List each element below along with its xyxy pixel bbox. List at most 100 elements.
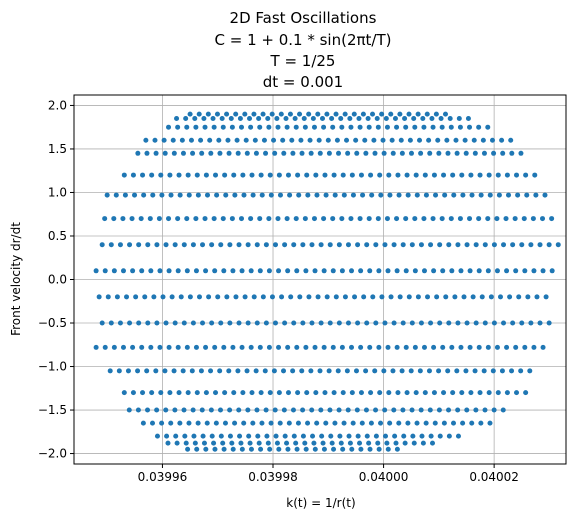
data-point <box>329 440 335 446</box>
data-point <box>222 172 228 178</box>
data-point <box>154 242 160 248</box>
data-point <box>141 192 147 198</box>
data-point <box>176 172 182 178</box>
data-point <box>436 150 442 156</box>
data-point <box>144 150 150 156</box>
data-point <box>518 150 524 156</box>
data-point <box>339 268 345 274</box>
data-point <box>417 137 423 143</box>
data-point <box>239 268 245 274</box>
data-point <box>198 137 204 143</box>
data-point <box>216 137 222 143</box>
data-point <box>181 407 187 413</box>
data-point <box>370 294 376 300</box>
data-point <box>321 216 327 222</box>
data-point <box>250 420 256 426</box>
data-point <box>102 344 108 350</box>
x-tick-label: 0.04002 <box>469 470 519 484</box>
data-point <box>321 344 327 350</box>
data-point <box>143 137 149 143</box>
data-point <box>478 420 484 426</box>
data-point <box>437 320 443 326</box>
data-point <box>152 137 158 143</box>
data-point <box>196 111 202 117</box>
data-point <box>372 150 378 156</box>
data-point <box>513 268 519 274</box>
data-point <box>412 344 418 350</box>
data-point <box>136 242 142 248</box>
data-point <box>426 137 432 143</box>
data-point <box>207 137 213 143</box>
data-point <box>423 192 429 198</box>
data-point <box>336 150 342 156</box>
data-point <box>403 268 409 274</box>
data-point <box>326 368 332 374</box>
data-point <box>175 268 181 274</box>
data-point <box>491 407 497 413</box>
data-point <box>319 433 325 439</box>
data-point <box>160 294 166 300</box>
data-point <box>486 390 492 396</box>
data-point <box>120 268 126 274</box>
data-point <box>417 368 423 374</box>
data-point <box>251 111 257 117</box>
data-point <box>494 344 500 350</box>
data-point <box>518 368 524 374</box>
data-point <box>177 192 183 198</box>
data-point <box>258 446 264 452</box>
data-point <box>457 124 463 130</box>
data-point <box>398 137 404 143</box>
data-point <box>427 407 433 413</box>
data-point <box>467 268 473 274</box>
x-axis-ticks: 0.03996 0.03998 0.04000 0.04002 <box>138 464 519 484</box>
data-point <box>345 320 351 326</box>
data-point <box>285 172 291 178</box>
data-point <box>252 137 258 143</box>
data-point <box>380 137 386 143</box>
data-point <box>375 124 381 130</box>
data-point <box>259 192 265 198</box>
data-point <box>460 192 466 198</box>
data-point <box>373 433 379 439</box>
data-point <box>540 268 546 274</box>
data-point <box>449 344 455 350</box>
data-point <box>481 150 487 156</box>
data-point <box>304 390 310 396</box>
data-point <box>407 137 413 143</box>
data-point <box>300 407 306 413</box>
data-point <box>434 294 440 300</box>
data-point <box>358 446 364 452</box>
data-point <box>144 368 150 374</box>
data-point <box>340 446 346 452</box>
data-point <box>469 420 475 426</box>
data-point <box>394 446 400 452</box>
data-point <box>284 440 290 446</box>
data-point <box>217 150 223 156</box>
data-point <box>202 216 208 222</box>
data-point <box>212 446 218 452</box>
data-point <box>133 294 139 300</box>
data-point <box>172 407 178 413</box>
data-point <box>236 320 242 326</box>
data-point <box>221 446 227 452</box>
data-point <box>376 344 382 350</box>
data-point <box>184 216 190 222</box>
data-point <box>172 242 178 248</box>
y-tick-label: 0.0 <box>48 273 67 287</box>
data-point <box>233 294 239 300</box>
data-point <box>357 216 363 222</box>
data-point <box>261 137 267 143</box>
data-point <box>327 407 333 413</box>
data-point <box>322 390 328 396</box>
data-point <box>549 268 555 274</box>
data-point <box>184 124 190 130</box>
data-point <box>209 242 215 248</box>
data-point <box>366 440 372 446</box>
data-point <box>401 433 407 439</box>
data-point <box>158 390 164 396</box>
data-point <box>231 172 237 178</box>
data-point <box>233 111 239 117</box>
data-point <box>287 111 293 117</box>
data-point <box>346 433 352 439</box>
data-point <box>413 390 419 396</box>
